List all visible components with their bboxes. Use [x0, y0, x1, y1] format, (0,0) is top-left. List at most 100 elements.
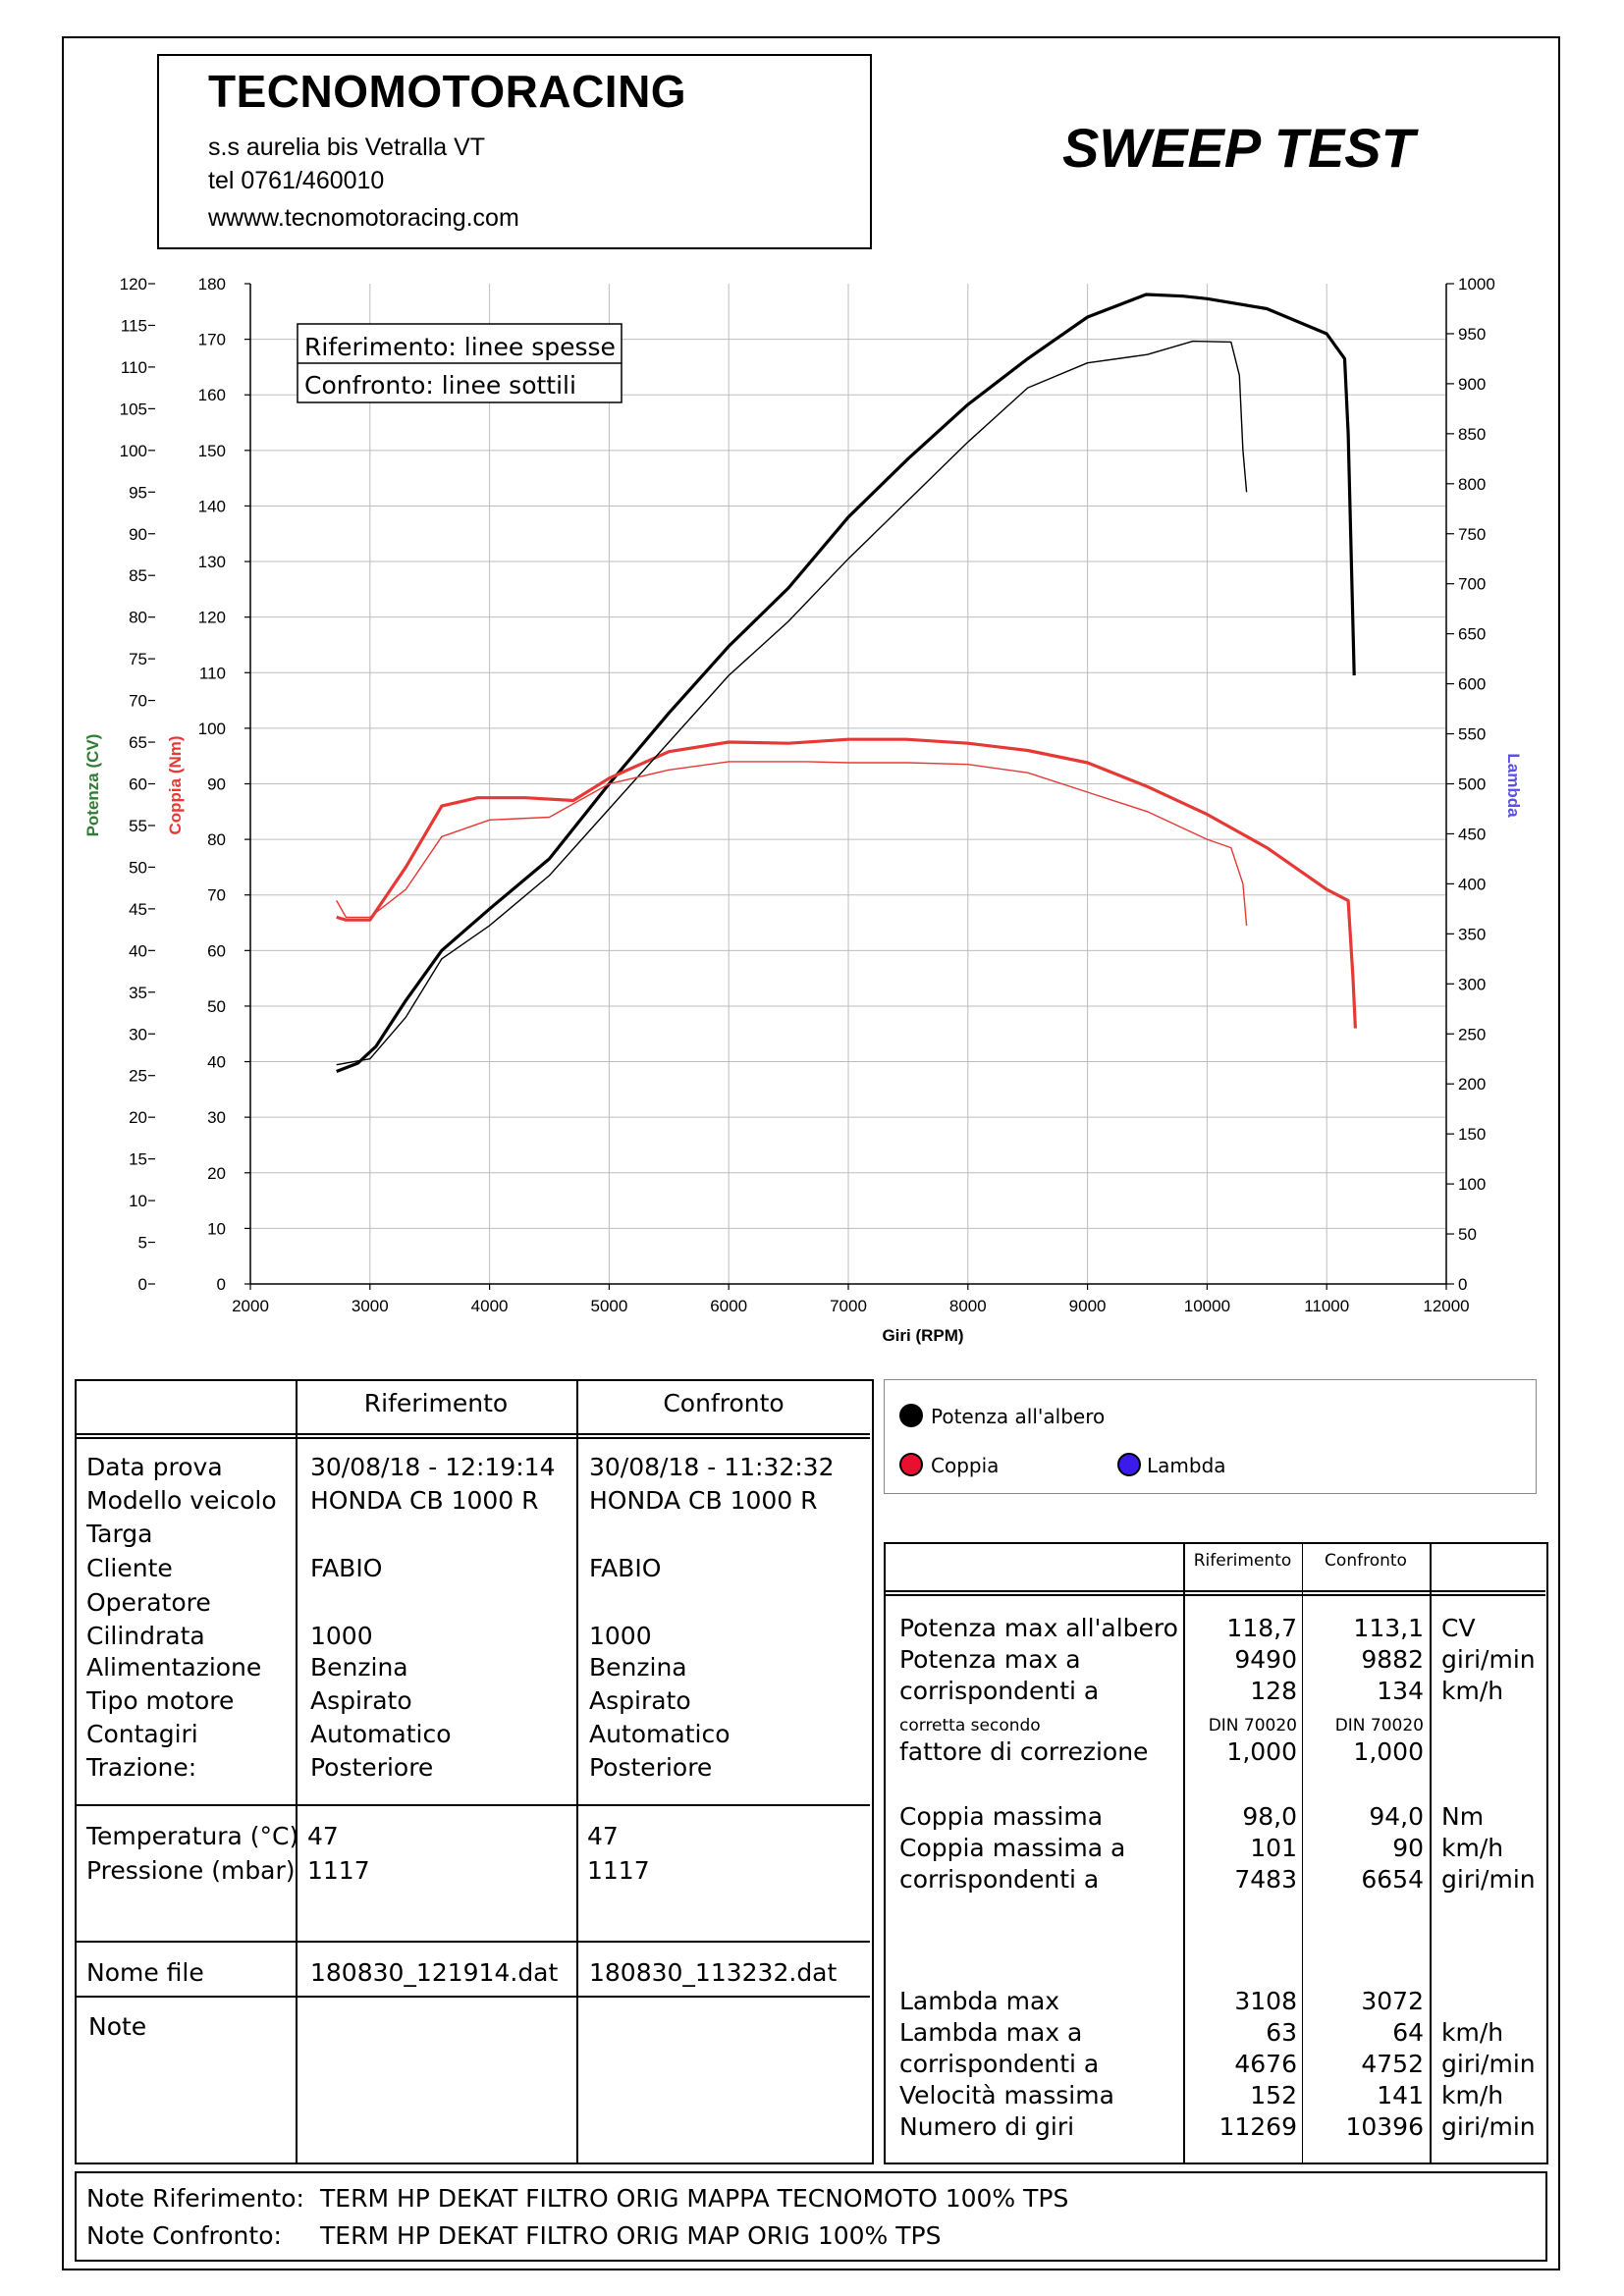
result-cmp-value: 4752: [1361, 2050, 1424, 2078]
y-axis-label-torque: Coppia (Nm): [166, 735, 185, 834]
dyno-chart: 2000 3000 4000 5000 6000 7000 8000 9000 10000 110…: [83, 275, 1523, 1345]
info-label: Cilindrata: [86, 1622, 205, 1650]
pressure-ref: 1117: [307, 1856, 370, 1885]
note-ref-text: TERM HP DEKAT FILTRO ORIG MAPPA TECNOMOT…: [320, 2184, 1069, 2213]
result-cmp-value: 134: [1377, 1677, 1424, 1705]
x-tick-label: 4000: [471, 1297, 509, 1315]
y-tick-label-lambda: 250: [1458, 1025, 1486, 1043]
x-tick-label: 2000: [232, 1297, 269, 1315]
results-header-rule-2: [886, 1594, 1545, 1596]
info-label: Operatore: [86, 1588, 211, 1617]
result-label: Numero di giri: [899, 2112, 1075, 2141]
y-tick-label-lambda: 450: [1458, 825, 1486, 843]
power-legend-dot: [899, 1404, 923, 1427]
result-cmp-value: 9882: [1361, 1645, 1424, 1674]
result-label: corrispondenti a: [899, 1865, 1100, 1894]
y-tick-label-power: 85: [129, 566, 147, 585]
x-tick-label: 3000: [352, 1297, 389, 1315]
result-unit: giri/min: [1441, 1645, 1536, 1674]
note-cmp-label: Note Confronto:: [86, 2221, 282, 2250]
result-ref-value: 98,0: [1242, 1802, 1297, 1831]
page-frame: [62, 36, 1560, 2270]
series-line-torque-riferimento: [336, 737, 1357, 1029]
y-tick-label-lambda: 1000: [1458, 275, 1495, 294]
result-unit: km/h: [1441, 1834, 1504, 1862]
y-tick-label-torque: 160: [198, 386, 226, 404]
result-unit: Nm: [1441, 1802, 1485, 1831]
y-tick-label-power: 90: [129, 525, 147, 544]
result-label: corrispondenti a: [899, 1677, 1100, 1705]
y-tick-label-power: 20: [129, 1108, 147, 1127]
y-tick-label-torque: 110: [199, 664, 226, 682]
result-label: Velocità massima: [899, 2081, 1114, 2109]
y-tick-label-power: 120: [120, 275, 147, 294]
note-cmp-text: TERM HP DEKAT FILTRO ORIG MAP ORIG 100% …: [320, 2221, 942, 2250]
info-ref-value: 1000: [310, 1622, 373, 1650]
temperature-ref: 47: [307, 1822, 339, 1850]
legend-note-reference: Riferimento: linee spesse: [304, 333, 616, 361]
y-tick-label-power: 5: [138, 1234, 147, 1253]
y-tick-label-lambda: 600: [1458, 675, 1486, 694]
result-unit: km/h: [1441, 1677, 1504, 1705]
legend-note-comparison: Confronto: linee sottili: [304, 371, 576, 400]
result-cmp-value: 1,000: [1353, 1737, 1424, 1766]
result-ref-value: 63: [1266, 2018, 1297, 2047]
info-cmp-value: Aspirato: [589, 1686, 691, 1715]
y-tick-label-lambda: 750: [1458, 525, 1486, 544]
result-label: Lambda max: [899, 1987, 1060, 2015]
y-tick-label-power: 100: [120, 442, 147, 460]
y-tick-label-power: 65: [129, 733, 147, 752]
series-line-power-riferimento: [336, 293, 1356, 1073]
result-label: Coppia massima a: [899, 1834, 1126, 1862]
y-tick-label-torque: 130: [198, 553, 226, 571]
result-ref-value: 11269: [1218, 2112, 1297, 2141]
y-tick-label-torque: 30: [207, 1108, 226, 1127]
info-cmp-value: FABIO: [589, 1554, 662, 1582]
info-ref-value: Aspirato: [310, 1686, 412, 1715]
info-ref-value: 30/08/18 - 12:19:14: [310, 1453, 556, 1481]
result-cmp-value: 10396: [1345, 2112, 1424, 2141]
company-phone: tel 0761/460010: [208, 167, 385, 194]
y-tick-label-torque: 40: [207, 1053, 226, 1072]
result-label: corrispondenti a: [899, 2050, 1100, 2078]
info-label: Tipo motore: [86, 1686, 235, 1715]
info-label: Contagiri: [86, 1720, 198, 1748]
y-tick-label-torque: 70: [207, 886, 226, 905]
result-ref-value: 128: [1250, 1677, 1297, 1705]
legend-torque: Coppia: [931, 1454, 1000, 1477]
y-tick-label-torque: 10: [207, 1219, 226, 1238]
file-cmp: 180830_113232.dat: [589, 1958, 838, 1987]
y-tick-label-power: 25: [129, 1067, 147, 1086]
result-cmp-value: 90: [1392, 1834, 1424, 1862]
info-cmp-value: Posteriore: [589, 1753, 713, 1782]
test-title: SWEEP TEST: [1062, 117, 1415, 179]
x-tick-label: 11000: [1304, 1297, 1349, 1315]
y-tick-label-torque: 170: [198, 331, 226, 349]
series-legend: [884, 1379, 1537, 1494]
y-tick-label-power: 105: [120, 400, 147, 418]
series-line-torque-confronto: [336, 761, 1248, 926]
y-tick-label-power: 95: [129, 483, 147, 502]
company-header-box: [157, 54, 872, 249]
y-tick-label-power: 30: [129, 1025, 147, 1043]
info-cmp-value: 30/08/18 - 11:32:32: [589, 1453, 835, 1481]
y-tick-label-power: 45: [129, 900, 147, 919]
info-divider-1: [296, 1379, 298, 2164]
info-rule-file: [77, 1941, 870, 1943]
y-tick-label-power: 110: [121, 358, 147, 377]
chart-line-legend: Riferimento: linee spesse Confronto: lin…: [297, 323, 623, 403]
y-tick-label-power: 75: [129, 650, 147, 668]
info-col-comparison: Confronto: [663, 1389, 785, 1417]
legend-power: Potenza all'albero: [931, 1405, 1106, 1428]
y-tick-label-torque: 120: [198, 609, 226, 627]
y-tick-label-power: 115: [121, 316, 147, 335]
results-divider-3: [1430, 1542, 1432, 2164]
x-tick-label: 12000: [1423, 1297, 1469, 1315]
chart-axes: [148, 283, 1454, 1290]
info-ref-value: FABIO: [310, 1554, 383, 1582]
y-tick-label-power: 80: [129, 609, 147, 627]
x-tick-label: 7000: [830, 1297, 867, 1315]
notes-box: [75, 2171, 1547, 2262]
info-label: Cliente: [86, 1554, 173, 1582]
info-col-reference: Riferimento: [363, 1389, 509, 1417]
